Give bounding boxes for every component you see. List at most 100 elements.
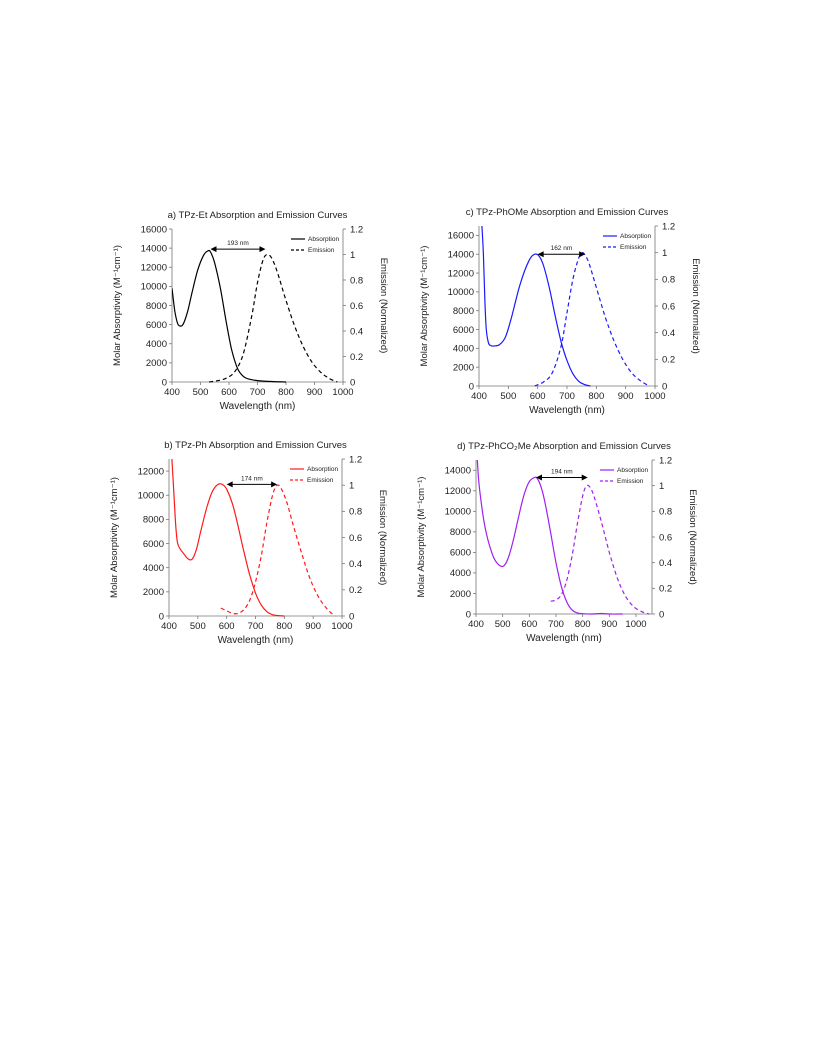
y-tick-label: 10000 — [138, 491, 164, 502]
series-line-emission — [209, 253, 338, 383]
plot-area — [171, 458, 336, 617]
y2-axis-label: Emission (Normalized) — [378, 258, 389, 354]
legend-label-absorption: Absorption — [620, 233, 651, 240]
stokes-shift-label: 174 nm — [241, 475, 263, 482]
stokes-shift-label: 162 nm — [551, 245, 573, 252]
y-tick-label: 4000 — [146, 339, 167, 350]
y-tick-label: 2000 — [453, 362, 474, 373]
x-tick-label: 900 — [601, 619, 617, 630]
y2-tick-label: 0.8 — [662, 275, 675, 286]
arrowhead-right — [581, 474, 588, 481]
series-line-absorption — [476, 459, 623, 615]
chart-panel-c: c) TPz-PhOMe Absorption and Emission Cur… — [419, 207, 701, 416]
x-axis-label: Wavelength (nm) — [529, 405, 605, 416]
y2-axis-label: Emission (Normalized) — [687, 489, 698, 585]
y2-tick-label: 0.8 — [350, 275, 363, 286]
legend-label-emission: Emission — [308, 247, 335, 254]
legend-label-absorption: Absorption — [307, 466, 338, 473]
series-line-emission — [534, 252, 650, 387]
legend-label-absorption: Absorption — [617, 467, 648, 474]
chart-title: d) TPz-PhCO₂Me Absorption and Emission C… — [457, 441, 671, 452]
x-tick-label: 500 — [495, 619, 511, 630]
y-tick-label: 12000 — [448, 268, 474, 279]
y-tick-label: 10000 — [141, 282, 167, 293]
stokes-shift-label: 193 nm — [227, 240, 249, 247]
plot-area — [481, 225, 650, 387]
x-tick-label: 400 — [164, 387, 180, 398]
y2-tick-label: 0.6 — [659, 532, 672, 543]
y-axis-label: Molar Absorptivity (M⁻¹cm⁻¹) — [109, 477, 120, 598]
y2-tick-label: 0.4 — [662, 328, 675, 339]
x-tick-label: 600 — [221, 387, 237, 398]
x-axis-label: Wavelength (nm) — [218, 635, 294, 646]
x-tick-label: 700 — [250, 387, 266, 398]
x-tick-label: 900 — [307, 387, 323, 398]
legend-label-emission: Emission — [620, 244, 647, 251]
y2-tick-label: 1 — [349, 480, 354, 491]
series-line-absorption — [481, 225, 591, 387]
y-tick-label: 6000 — [450, 548, 471, 559]
x-tick-label: 900 — [305, 621, 321, 632]
y-tick-label: 12000 — [445, 486, 471, 497]
x-tick-label: 400 — [468, 619, 484, 630]
y2-tick-label: 1.2 — [662, 221, 675, 232]
plot-area — [476, 459, 650, 615]
y-tick-label: 6000 — [143, 539, 164, 550]
y-tick-label: 12000 — [141, 263, 167, 274]
y-tick-label: 4000 — [143, 563, 164, 574]
x-tick-label: 1000 — [332, 387, 353, 398]
legend-label-absorption: Absorption — [308, 236, 339, 243]
x-tick-label: 800 — [278, 387, 294, 398]
y-tick-label: 2000 — [450, 589, 471, 600]
y-tick-label: 8000 — [143, 515, 164, 526]
y2-tick-label: 0.6 — [350, 301, 363, 312]
y-tick-label: 12000 — [138, 466, 164, 477]
chart-title: a) TPz-Et Absorption and Emission Curves — [168, 210, 348, 221]
y2-axis-label: Emission (Normalized) — [690, 258, 701, 354]
y2-tick-label: 0.2 — [349, 585, 362, 596]
y-tick-label: 6000 — [453, 325, 474, 336]
y-tick-label: 6000 — [146, 320, 167, 331]
x-tick-label: 500 — [500, 391, 516, 402]
y-axis-label: Molar Absorptivity (M⁻¹cm⁻¹) — [416, 477, 427, 598]
y-tick-label: 10000 — [445, 507, 471, 518]
y2-tick-label: 1 — [662, 248, 667, 259]
y2-tick-label: 1.2 — [350, 224, 363, 235]
x-tick-label: 400 — [471, 391, 487, 402]
series-line-emission — [220, 484, 336, 617]
arrowhead-left — [210, 246, 217, 253]
plot-area — [172, 249, 338, 383]
x-tick-label: 800 — [575, 619, 591, 630]
y2-tick-label: 0 — [662, 381, 667, 392]
arrowhead-left — [226, 481, 233, 488]
y-axis-label: Molar Absorptivity (M⁻¹cm⁻¹) — [112, 245, 123, 366]
x-tick-label: 700 — [548, 619, 564, 630]
y2-axis-label: Emission (Normalized) — [377, 490, 388, 586]
y-tick-label: 0 — [469, 381, 474, 392]
y-tick-label: 14000 — [141, 243, 167, 254]
x-tick-label: 900 — [618, 391, 634, 402]
x-tick-label: 500 — [190, 621, 206, 632]
arrowhead-right — [259, 246, 266, 253]
legend-label-emission: Emission — [617, 478, 644, 485]
chart-title: c) TPz-PhOMe Absorption and Emission Cur… — [466, 207, 669, 218]
x-tick-label: 400 — [161, 621, 177, 632]
y-tick-label: 8000 — [146, 301, 167, 312]
y-axis-label: Molar Absorptivity (M⁻¹cm⁻¹) — [419, 246, 430, 367]
x-tick-label: 800 — [276, 621, 292, 632]
y2-tick-label: 0.4 — [350, 326, 363, 337]
y2-tick-label: 0.8 — [659, 507, 672, 518]
y2-tick-label: 0 — [350, 377, 355, 388]
x-tick-label: 700 — [248, 621, 264, 632]
y2-tick-label: 0.2 — [662, 355, 675, 366]
arrowhead-left — [537, 251, 544, 258]
chart-panel-a: a) TPz-Et Absorption and Emission Curves… — [112, 210, 389, 412]
x-tick-label: 600 — [530, 391, 546, 402]
arrowhead-left — [536, 474, 542, 481]
y-tick-label: 0 — [162, 377, 167, 388]
y2-tick-label: 0 — [349, 611, 354, 622]
y-tick-label: 2000 — [143, 587, 164, 598]
y-tick-label: 4000 — [450, 568, 471, 579]
y-tick-label: 14000 — [448, 250, 474, 261]
